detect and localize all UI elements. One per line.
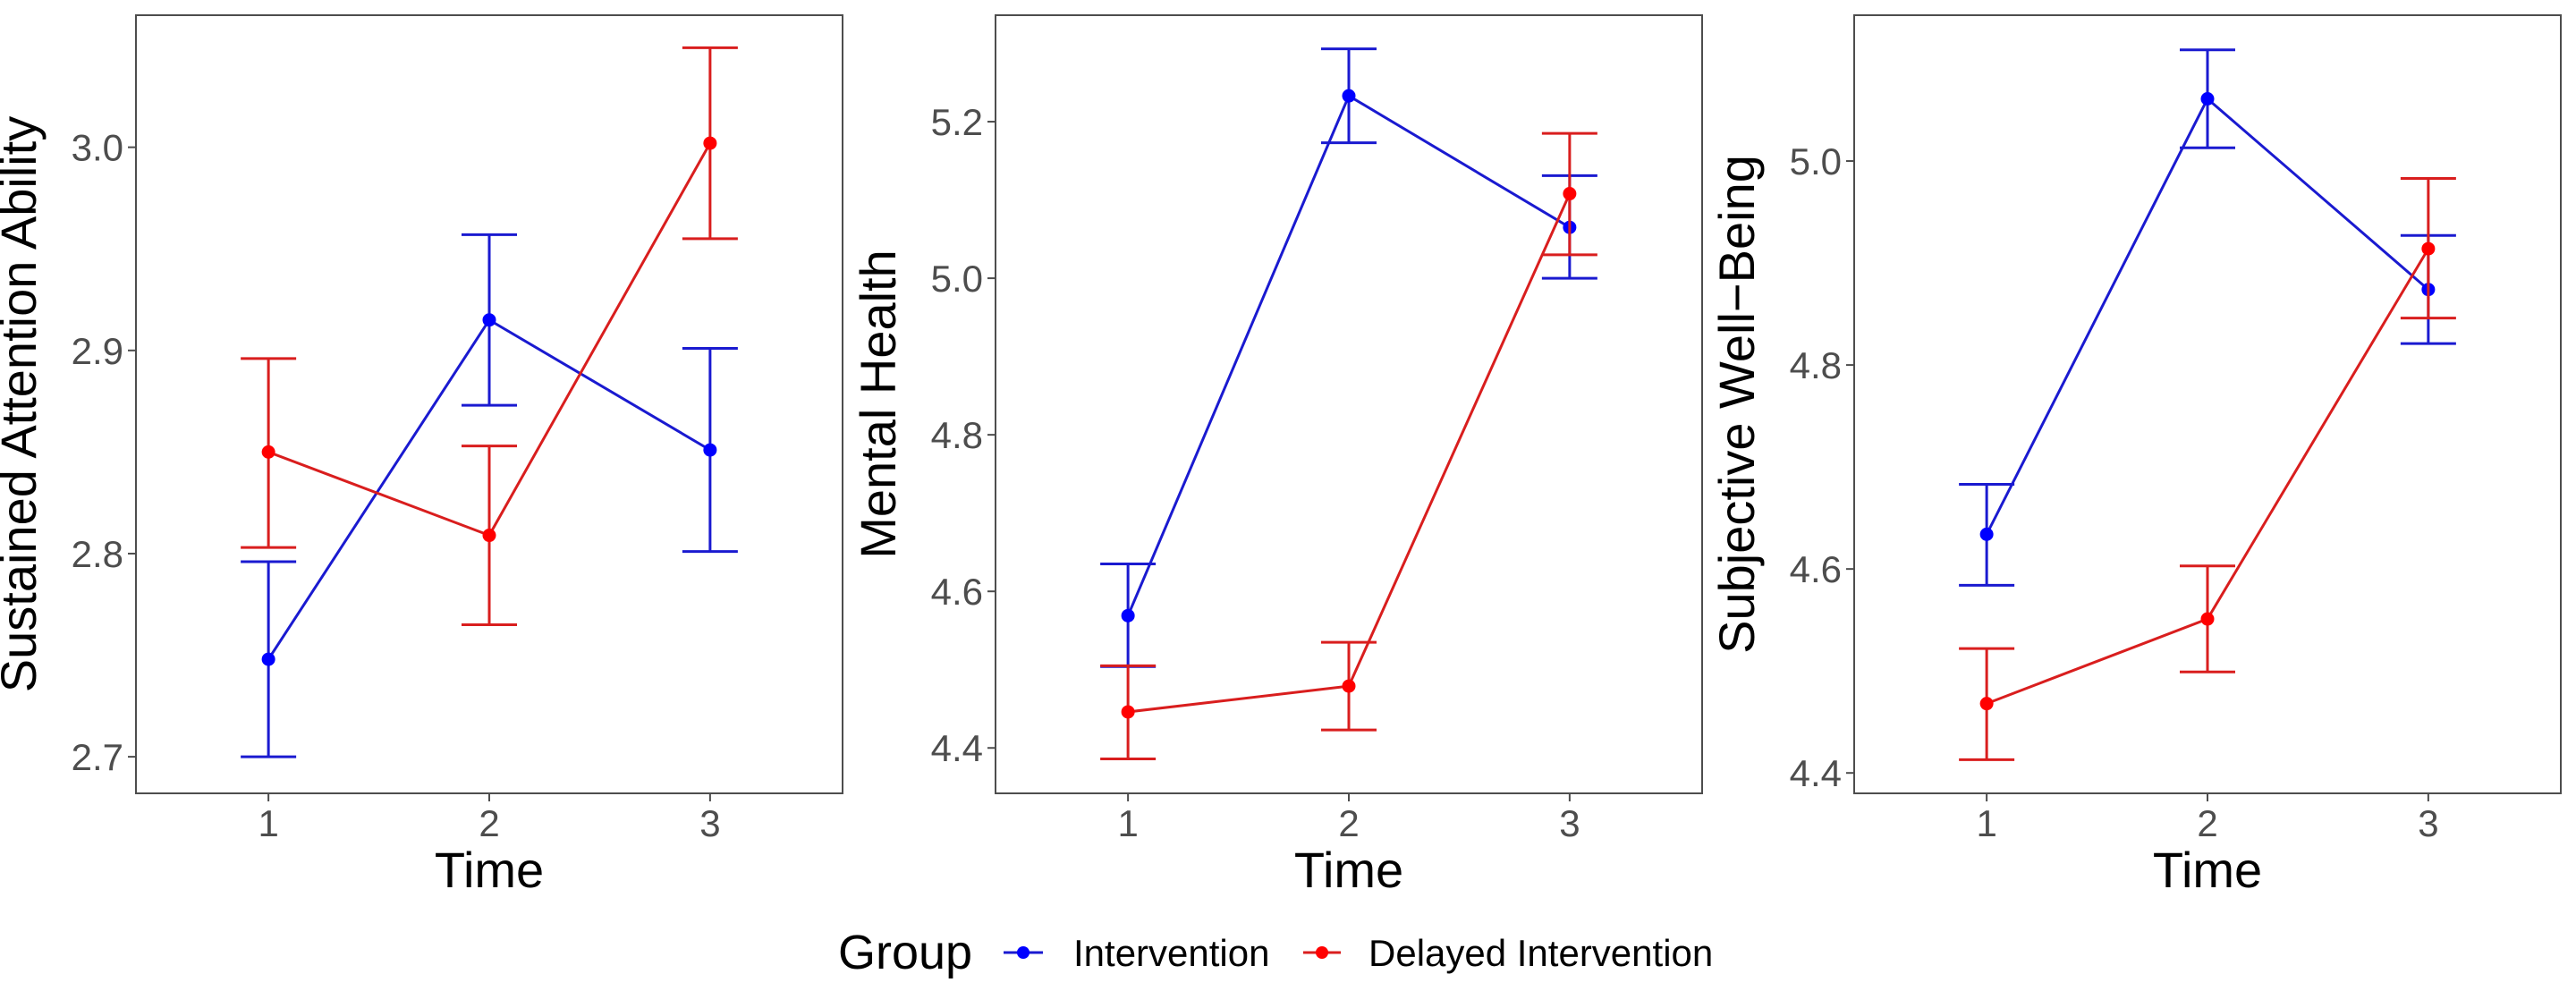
y-axis-title: Sustained Attention Ability xyxy=(0,116,47,692)
x-axis-title: Time xyxy=(435,842,544,898)
x-tick-label: 2 xyxy=(2197,802,2217,844)
data-point xyxy=(703,443,717,457)
x-tick-label: 2 xyxy=(479,802,499,844)
data-point xyxy=(1342,679,1356,693)
legend-title: Group xyxy=(838,926,972,979)
y-axis-title: Mental Health xyxy=(850,250,906,559)
data-point xyxy=(482,313,496,327)
x-axis-title: Time xyxy=(2153,842,2262,898)
data-point xyxy=(261,652,275,666)
y-tick-label: 4.4 xyxy=(1790,752,1842,794)
legend-label-delayed-intervention: Delayed Intervention xyxy=(1368,932,1713,974)
data-point xyxy=(1121,705,1135,719)
x-tick-label: 1 xyxy=(1117,802,1138,844)
y-tick-label: 4.8 xyxy=(1790,344,1842,386)
y-tick-label: 5.0 xyxy=(931,258,983,300)
data-point xyxy=(1979,527,1994,541)
series-intervention xyxy=(241,233,738,758)
panel-mental-health: 4.4 4.6 4.8 5.0 5.2 1 2 3 Time Mental Health xyxy=(850,14,1703,898)
y-tick-label: 2.7 xyxy=(72,736,123,778)
data-point xyxy=(261,445,275,459)
series-intervention xyxy=(1959,48,2456,587)
y-tick-label: 4.6 xyxy=(1790,548,1842,590)
y-tick-label: 4.4 xyxy=(931,727,983,769)
y-tick-label: 2.9 xyxy=(72,330,123,372)
x-axis-title: Time xyxy=(1294,842,1403,898)
data-point xyxy=(1563,187,1577,201)
y-tick-label: 5.0 xyxy=(1790,140,1842,182)
data-point xyxy=(703,136,717,150)
panel-subjective-well-being: 4.4 4.6 4.8 5.0 1 2 3 Time Subjective Well−Being xyxy=(1708,14,2562,898)
legend-key-delayed-intervention-point xyxy=(1316,946,1328,959)
series-delayed-intervention xyxy=(1959,176,2456,761)
panels: 2.7 2.8 2.9 3.0 1 2 3 Time Sustained Attention A… xyxy=(0,14,2562,898)
legend-key-intervention-point xyxy=(1017,946,1030,959)
y-tick-label: 4.8 xyxy=(931,414,983,456)
y-axis-title: Subjective Well−Being xyxy=(1708,155,1765,654)
x-tick-label: 3 xyxy=(2418,802,2438,844)
series-delayed-intervention xyxy=(241,46,738,626)
y-tick-label: 2.8 xyxy=(72,533,123,575)
data-point xyxy=(1342,89,1356,103)
data-point xyxy=(2200,91,2215,106)
legend-label-intervention: Intervention xyxy=(1073,932,1269,974)
x-tick-label: 2 xyxy=(1338,802,1359,844)
legend-item-intervention[interactable]: Intervention xyxy=(1004,932,1269,974)
y-tick-label: 4.6 xyxy=(931,571,983,613)
panel-sustained-attention-ability: 2.7 2.8 2.9 3.0 1 2 3 Time Sustained Attention A… xyxy=(0,14,843,898)
y-tick-label: 5.2 xyxy=(931,101,983,143)
legend-item-delayed-intervention[interactable]: Delayed Intervention xyxy=(1303,932,1713,974)
x-tick-label: 3 xyxy=(1559,802,1580,844)
series-delayed-intervention xyxy=(1100,131,1597,760)
data-point xyxy=(2421,241,2436,256)
x-tick-label: 1 xyxy=(258,802,278,844)
x-tick-label: 1 xyxy=(1976,802,1996,844)
data-point xyxy=(2200,612,2215,626)
x-tick-label: 3 xyxy=(699,802,720,844)
data-point xyxy=(1121,608,1135,623)
data-point xyxy=(482,529,496,543)
data-point xyxy=(1979,697,1994,711)
y-tick-label: 3.0 xyxy=(72,127,123,169)
legend: Group Intervention Delayed Intervention xyxy=(838,926,1713,979)
